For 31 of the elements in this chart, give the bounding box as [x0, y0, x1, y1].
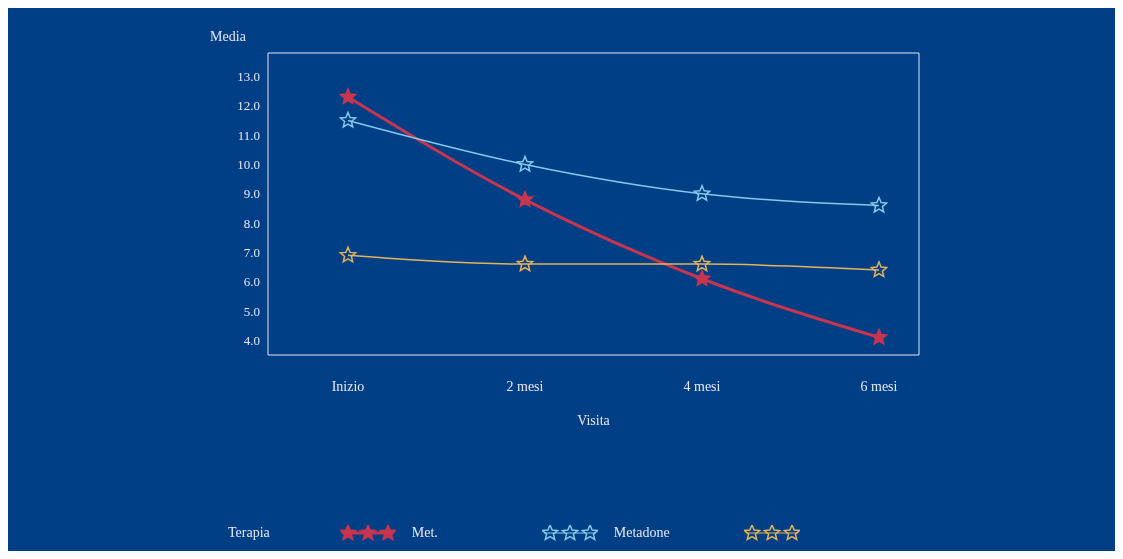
y-tick-label: 7.0	[243, 244, 260, 260]
point	[693, 184, 711, 201]
point	[339, 246, 357, 263]
y-tick-label: 4.0	[243, 332, 260, 348]
y-tick-label: 5.0	[243, 303, 260, 319]
y-tick-label: 11.0	[237, 127, 260, 143]
point	[693, 270, 711, 286]
legend-label: Met.	[411, 525, 439, 541]
y-tick-label: 10.0	[237, 157, 260, 173]
y-tick-label: 12.0	[237, 98, 260, 114]
point	[516, 155, 534, 172]
y-tick-label: 13.0	[237, 69, 260, 85]
x-tick-label: 2 mesi	[506, 378, 544, 394]
legend-label: Metadone	[613, 525, 671, 541]
x-axis-title: Visita	[577, 413, 611, 428]
y-tick-label: 6.0	[243, 274, 260, 290]
point	[693, 255, 711, 272]
point	[870, 261, 888, 278]
x-tick-label: 4 mesi	[683, 378, 721, 394]
point	[339, 111, 357, 128]
point	[339, 88, 357, 105]
point	[870, 328, 888, 345]
y-tick-label: 9.0	[243, 186, 260, 202]
y-tick-label: 8.0	[243, 215, 260, 231]
point	[516, 255, 534, 272]
x-tick-label: Inizio	[331, 378, 365, 394]
point	[870, 196, 888, 213]
point	[516, 190, 534, 207]
y-axis-title: Media	[210, 29, 247, 44]
x-tick-label: 6 mesi	[860, 378, 898, 394]
legend-title: Terapia	[228, 525, 270, 541]
